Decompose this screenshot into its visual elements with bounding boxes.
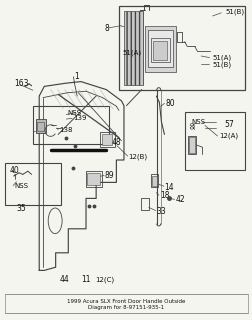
Text: 1999 Acura SLX Front Door Handle Outside: 1999 Acura SLX Front Door Handle Outside [67, 299, 185, 304]
Bar [147, 30, 173, 67]
Text: 1: 1 [74, 72, 79, 81]
Text: 51(A): 51(A) [212, 54, 231, 61]
Text: 89: 89 [105, 172, 114, 180]
Bar [36, 119, 46, 133]
Text: 12(B): 12(B) [128, 154, 147, 160]
Text: 48: 48 [111, 138, 120, 147]
Bar [188, 137, 194, 153]
Bar [85, 171, 102, 187]
Text: 14: 14 [164, 183, 173, 192]
Text: 12(A): 12(A) [218, 133, 237, 139]
Bar [151, 38, 169, 62]
Text: NSS: NSS [190, 119, 204, 124]
Bar [5, 163, 60, 205]
Text: NSS: NSS [67, 110, 81, 116]
Text: 18: 18 [160, 191, 170, 200]
Text: 163: 163 [14, 79, 28, 88]
Bar [87, 173, 100, 185]
Bar [37, 122, 44, 131]
Bar [145, 26, 175, 72]
Text: 8: 8 [105, 24, 109, 33]
Text: Diagram for 8-97151-935-1: Diagram for 8-97151-935-1 [88, 305, 164, 310]
Bar [184, 112, 244, 170]
Text: 11: 11 [81, 276, 90, 284]
Polygon shape [123, 11, 142, 85]
Text: 33: 33 [156, 207, 166, 216]
Bar [152, 41, 166, 60]
Bar [102, 134, 112, 145]
Bar [188, 136, 195, 154]
Text: 51(A): 51(A) [122, 50, 141, 56]
Bar [100, 132, 114, 147]
Bar [150, 174, 158, 187]
Text: NSS: NSS [15, 183, 28, 188]
Text: 51(B): 51(B) [224, 8, 243, 15]
Bar [141, 198, 148, 210]
Text: 51(B): 51(B) [212, 61, 231, 68]
Bar [118, 6, 244, 90]
Bar [33, 106, 108, 144]
Text: 12(C): 12(C) [95, 277, 114, 283]
Bar [151, 176, 156, 186]
Text: 139: 139 [73, 116, 86, 121]
Text: 42: 42 [175, 196, 185, 204]
Text: 44: 44 [59, 276, 69, 284]
Text: 80: 80 [165, 100, 175, 108]
Text: 35: 35 [16, 204, 26, 213]
Text: 57: 57 [224, 120, 234, 129]
Text: 40: 40 [10, 166, 20, 175]
Bar [5, 294, 247, 313]
Text: 138: 138 [59, 127, 73, 132]
